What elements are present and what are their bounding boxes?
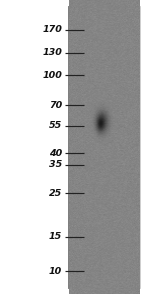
Text: 170: 170 bbox=[42, 25, 62, 34]
Text: 70: 70 bbox=[49, 101, 62, 110]
Text: 55: 55 bbox=[49, 121, 62, 131]
Text: 100: 100 bbox=[42, 71, 62, 79]
Text: 35: 35 bbox=[49, 160, 62, 169]
Text: 25: 25 bbox=[49, 189, 62, 198]
Text: 40: 40 bbox=[49, 149, 62, 158]
Text: 15: 15 bbox=[49, 232, 62, 241]
Text: 10: 10 bbox=[49, 267, 62, 276]
Text: 130: 130 bbox=[42, 48, 62, 57]
